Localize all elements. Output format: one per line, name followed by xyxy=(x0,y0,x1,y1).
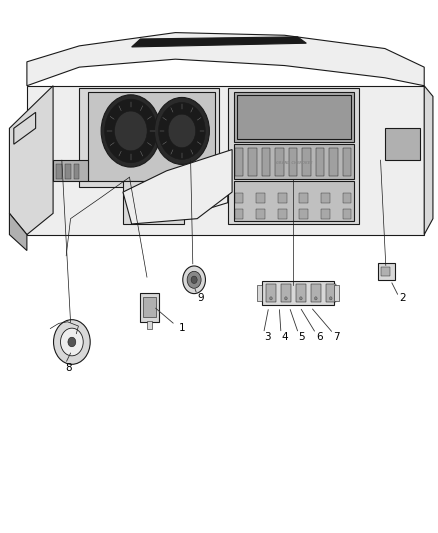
Bar xyxy=(316,149,324,176)
Polygon shape xyxy=(123,150,232,224)
Circle shape xyxy=(270,297,272,300)
Circle shape xyxy=(183,266,205,294)
Bar xyxy=(147,321,152,329)
Bar xyxy=(334,285,339,301)
Bar xyxy=(266,284,276,302)
Polygon shape xyxy=(123,181,184,224)
Text: 8: 8 xyxy=(65,362,72,373)
Polygon shape xyxy=(234,181,354,221)
Bar xyxy=(296,284,306,302)
Polygon shape xyxy=(234,92,354,142)
Bar xyxy=(248,149,257,176)
Text: 5: 5 xyxy=(299,332,305,342)
Bar xyxy=(256,209,265,219)
Circle shape xyxy=(60,328,83,356)
Bar xyxy=(321,193,330,203)
Bar xyxy=(65,164,71,179)
Polygon shape xyxy=(234,144,354,179)
Polygon shape xyxy=(237,95,351,139)
Bar xyxy=(275,149,284,176)
Circle shape xyxy=(329,297,332,300)
Bar xyxy=(140,293,159,322)
Bar xyxy=(302,149,311,176)
Circle shape xyxy=(154,98,209,165)
Polygon shape xyxy=(228,88,359,224)
Polygon shape xyxy=(132,37,306,47)
Bar xyxy=(321,209,330,219)
Circle shape xyxy=(285,297,287,300)
Bar xyxy=(235,149,244,176)
Bar xyxy=(261,149,270,176)
Bar xyxy=(257,285,262,301)
Bar xyxy=(343,209,351,219)
Bar xyxy=(311,284,321,302)
Text: 3: 3 xyxy=(264,332,270,342)
Circle shape xyxy=(314,297,317,300)
Bar xyxy=(343,149,351,176)
Bar xyxy=(256,193,265,203)
Polygon shape xyxy=(88,92,215,181)
Circle shape xyxy=(187,271,201,288)
Polygon shape xyxy=(193,160,228,213)
Bar xyxy=(381,266,390,276)
Bar xyxy=(74,164,79,179)
Bar xyxy=(289,149,297,176)
Bar xyxy=(278,193,286,203)
Text: 2: 2 xyxy=(399,293,406,303)
Polygon shape xyxy=(14,112,35,144)
Bar xyxy=(281,284,291,302)
Circle shape xyxy=(114,111,147,151)
Circle shape xyxy=(68,337,76,347)
Text: 7: 7 xyxy=(334,332,340,342)
Bar xyxy=(56,164,62,179)
Circle shape xyxy=(168,114,196,148)
Text: GRAND CHEROKEE: GRAND CHEROKEE xyxy=(276,161,312,165)
Bar xyxy=(300,193,308,203)
Circle shape xyxy=(300,297,302,300)
Polygon shape xyxy=(53,160,88,181)
Bar xyxy=(262,281,334,305)
Polygon shape xyxy=(10,86,53,235)
Polygon shape xyxy=(27,86,424,235)
Circle shape xyxy=(159,102,205,159)
Polygon shape xyxy=(10,213,27,251)
Text: 4: 4 xyxy=(281,332,288,342)
Bar xyxy=(235,193,244,203)
Polygon shape xyxy=(385,128,420,160)
Polygon shape xyxy=(424,86,433,235)
Bar xyxy=(329,149,338,176)
Circle shape xyxy=(105,99,157,163)
Circle shape xyxy=(101,95,160,167)
Circle shape xyxy=(191,276,197,284)
Bar xyxy=(378,263,395,280)
Bar xyxy=(326,284,336,302)
Bar xyxy=(278,209,286,219)
Polygon shape xyxy=(79,88,219,187)
Polygon shape xyxy=(27,33,424,86)
Bar xyxy=(300,209,308,219)
Text: 1: 1 xyxy=(179,322,185,333)
Circle shape xyxy=(53,320,90,365)
Bar xyxy=(143,297,155,317)
Bar xyxy=(343,193,351,203)
Bar xyxy=(235,209,244,219)
Text: 9: 9 xyxy=(198,293,204,303)
Text: 6: 6 xyxy=(316,332,323,342)
